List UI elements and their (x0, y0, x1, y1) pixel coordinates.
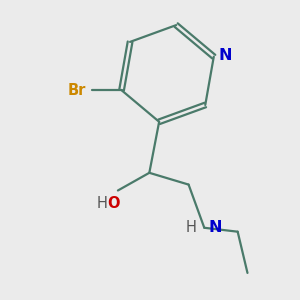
Text: N: N (208, 220, 222, 235)
Text: H: H (97, 196, 108, 211)
Text: N: N (218, 48, 232, 63)
Text: Br: Br (68, 83, 86, 98)
Text: O: O (108, 196, 120, 211)
Text: H: H (186, 220, 196, 235)
